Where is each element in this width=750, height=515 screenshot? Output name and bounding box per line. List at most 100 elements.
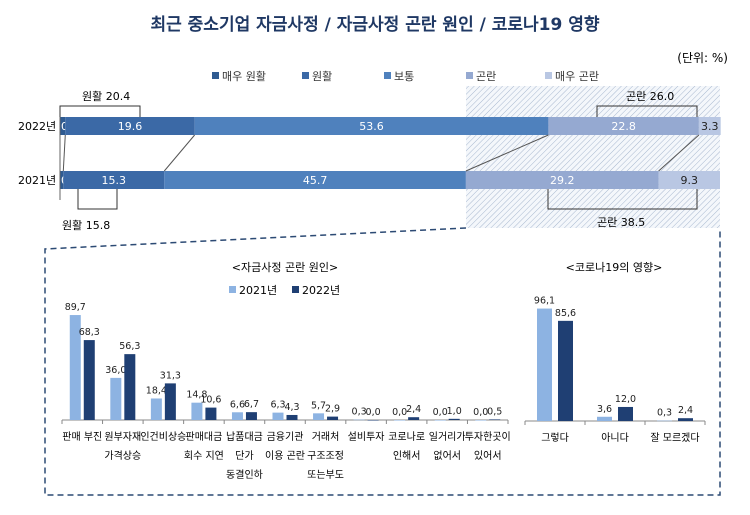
- segment-value-label: 3.3: [701, 120, 719, 133]
- category-label: 회수 지연: [184, 450, 224, 462]
- bar: [657, 420, 672, 422]
- stacked-bar-segment: [60, 171, 64, 189]
- category-label: 단가: [235, 450, 253, 462]
- category-label: 인해서: [393, 449, 421, 462]
- category-label: 구조조정: [307, 450, 344, 462]
- category-label: 판매대금: [186, 431, 223, 443]
- bar-value-label: 0,0: [473, 407, 488, 418]
- bar-value-label: 0,3: [657, 408, 672, 419]
- legend-swatch: [229, 286, 236, 293]
- annotation-difficult-2021: 곤란 38.5: [597, 216, 645, 229]
- legend-label: 매우 원활: [222, 69, 266, 83]
- connector-line: [163, 134, 196, 172]
- connector-line: [465, 134, 549, 172]
- category-label: 아니다: [601, 432, 629, 444]
- stacked-bar-segment: [164, 171, 466, 189]
- segment-value-label: 19.6: [118, 120, 143, 133]
- category-label: 이용 곤란: [265, 450, 305, 462]
- stacked-bar-segment: [60, 117, 66, 135]
- category-label: 납품대금: [226, 431, 263, 443]
- category-label: 금융기관: [267, 431, 304, 443]
- bar-value-label: 68,3: [79, 327, 100, 338]
- bar: [69, 315, 81, 420]
- category-label: 동결인하: [226, 468, 263, 481]
- category-label: 인건비상승: [140, 431, 186, 443]
- category-label: 투자한곳이: [465, 431, 511, 443]
- category-label: 그렇다: [541, 431, 569, 444]
- subchart-title: <자금사정 곤란 원인>: [232, 261, 338, 274]
- year-label: 2021년: [18, 174, 56, 187]
- category-label: 거래처: [312, 431, 340, 443]
- detail-dashed-frame: [44, 227, 721, 496]
- category-label: 판매 부진: [62, 431, 102, 443]
- bar-value-label: 56,3: [119, 341, 140, 352]
- difficulty-highlight-area: [466, 86, 720, 228]
- segment-value-label: 9.3: [681, 174, 699, 187]
- bar: [205, 407, 217, 420]
- bar: [83, 340, 95, 420]
- bar-value-label: 10,6: [200, 395, 221, 406]
- bar: [110, 377, 122, 420]
- connector-line: [62, 134, 66, 172]
- bar: [327, 416, 339, 420]
- bar-value-label: 0,0: [433, 407, 448, 418]
- stacked-bar-segment: [65, 117, 195, 135]
- bar-value-label: 0,0: [366, 407, 381, 418]
- bar: [394, 420, 406, 421]
- legend-swatch: [302, 72, 309, 79]
- bracket-smooth-2021: [77, 189, 118, 210]
- bar-value-label: 6,7: [244, 399, 259, 410]
- annotation-smooth-2022: 원활 20.4: [82, 89, 130, 103]
- bar: [367, 420, 379, 421]
- bar: [245, 412, 257, 420]
- stacked-bar-segment: [548, 117, 699, 135]
- bar: [353, 419, 365, 421]
- legend-swatch: [545, 72, 552, 79]
- bar: [434, 420, 446, 421]
- chart-title: 최근 중소기업 자금사정 / 자금사정 곤란 원인 / 코로나19 영향: [150, 15, 600, 35]
- stacked-bar-segment: [63, 171, 165, 189]
- bar-value-label: 36,0: [105, 365, 126, 376]
- bar-value-label: 4,3: [284, 402, 299, 413]
- bar-value-label: 0,3: [352, 407, 367, 418]
- bar: [150, 398, 162, 420]
- bar: [618, 406, 633, 421]
- category-label: 잘 모르겠다: [650, 432, 699, 444]
- bar: [475, 420, 487, 421]
- bar-value-label: 6,6: [230, 399, 245, 410]
- legend-label: 보통: [394, 70, 414, 83]
- annotation-difficult-2022: 곤란 26.0: [626, 90, 674, 103]
- category-label: 코로나로: [388, 431, 425, 443]
- unit-label: (단위: %): [677, 51, 728, 65]
- bracket-smooth-2022: [59, 105, 141, 117]
- bar: [537, 308, 552, 421]
- category-label: 가격상승: [104, 449, 141, 462]
- bar-value-label: 0,0: [392, 407, 407, 418]
- category-label: 설비투자: [348, 431, 385, 443]
- bar: [124, 354, 136, 420]
- bar-value-label: 2,4: [678, 405, 693, 416]
- subchart-title: <코로나19의 영향>: [566, 261, 663, 274]
- bracket-difficult-2022: [596, 105, 698, 117]
- legend-swatch: [384, 72, 391, 79]
- bar-value-label: 0,5: [487, 406, 502, 417]
- bar-value-label: 31,3: [160, 370, 181, 381]
- legend-label: 곤란: [476, 70, 496, 83]
- legend-swatch: [292, 286, 299, 293]
- stacked-bar-segment: [194, 117, 549, 135]
- category-label: 있어서: [474, 450, 502, 462]
- bar-value-label: 5,7: [311, 400, 326, 411]
- bar: [191, 402, 203, 420]
- bar-value-label: 12,0: [615, 394, 636, 405]
- bar: [313, 413, 325, 420]
- bar-value-label: 1,0: [447, 406, 462, 417]
- segment-value-label: 45.7: [303, 174, 328, 187]
- annotation-smooth-2021: 원활 15.8: [62, 218, 110, 232]
- bar: [272, 412, 284, 420]
- segment-value-label: 15.3: [102, 174, 127, 187]
- legend-label: 매우 곤란: [555, 70, 599, 83]
- bar: [408, 417, 420, 420]
- bar-value-label: 6,3: [270, 400, 285, 411]
- category-label: 원부자재: [104, 431, 141, 443]
